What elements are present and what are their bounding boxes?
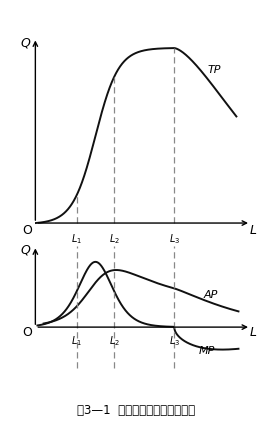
Text: L: L xyxy=(249,326,256,339)
Text: $L_2$: $L_2$ xyxy=(109,334,120,348)
Text: AP: AP xyxy=(203,290,218,299)
Text: 图3—1  生产函数图形及位置关系: 图3—1 生产函数图形及位置关系 xyxy=(77,404,195,417)
Text: O: O xyxy=(22,224,32,236)
Text: $L_1$: $L_1$ xyxy=(71,334,82,348)
Text: Q: Q xyxy=(20,36,30,49)
Text: Q: Q xyxy=(20,243,30,256)
Text: TP: TP xyxy=(207,65,221,75)
Text: $L_3$: $L_3$ xyxy=(169,334,180,348)
Text: $L_3$: $L_3$ xyxy=(169,233,180,247)
Text: L: L xyxy=(249,224,256,236)
Text: $L_1$: $L_1$ xyxy=(71,233,82,247)
Text: O: O xyxy=(22,326,32,339)
Text: MP: MP xyxy=(199,346,215,356)
Text: $L_2$: $L_2$ xyxy=(109,233,120,247)
